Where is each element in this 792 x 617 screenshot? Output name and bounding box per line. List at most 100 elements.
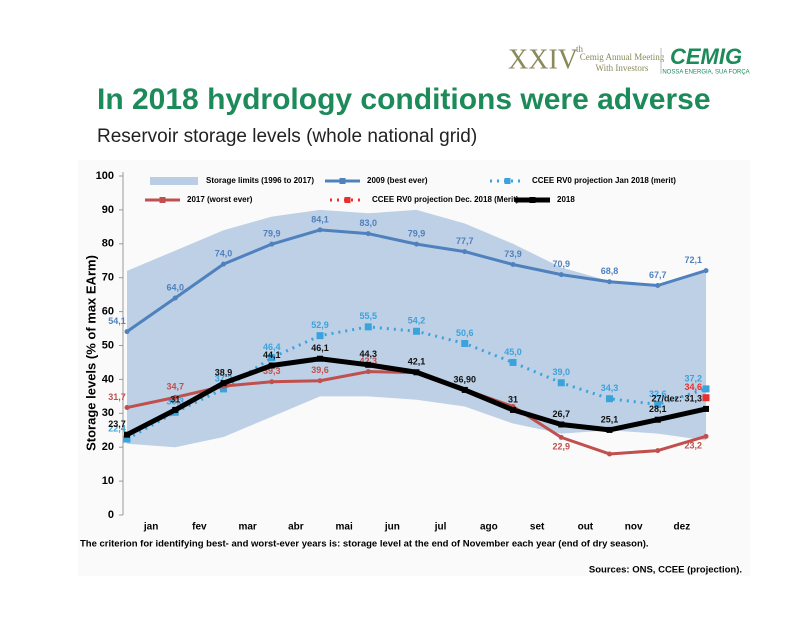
point — [220, 380, 227, 387]
value-label: 46,4 — [263, 342, 281, 352]
value-label: 70,9 — [552, 259, 570, 269]
value-label: 44,1 — [263, 350, 281, 360]
value-label: 32,6 — [649, 389, 667, 399]
y-tick-label: 40 — [102, 373, 114, 385]
value-label: 77,7 — [456, 236, 474, 246]
point — [268, 362, 275, 369]
point — [509, 358, 517, 366]
x-tick-label: mai — [336, 522, 353, 533]
value-label: 38,9 — [215, 368, 233, 378]
value-label: 83,0 — [359, 218, 377, 228]
point — [269, 379, 275, 385]
value-label: 39,0 — [552, 367, 570, 377]
point — [172, 394, 178, 400]
point — [317, 227, 323, 233]
value-label: 68,8 — [601, 266, 619, 276]
point — [606, 426, 613, 433]
legend-marker — [504, 178, 511, 184]
point — [607, 451, 612, 457]
legend-label: 2018 — [557, 195, 575, 204]
slogan: NOSSA ENERGIA, SUA FORÇA — [662, 70, 749, 76]
value-label: 46,1 — [311, 343, 329, 353]
event-line: Cemig Annual Meeting — [580, 52, 665, 62]
legend-label: 2009 (best ever) — [367, 176, 428, 185]
y-tick-label: 70 — [102, 272, 114, 284]
x-tick-label: set — [530, 522, 545, 533]
legend-label: CCEE RV0 projection Jan 2018 (merit) — [532, 176, 676, 185]
x-tick-label: fev — [192, 522, 207, 533]
point — [268, 354, 276, 362]
value-label: 25,1 — [601, 414, 619, 424]
legend-marker — [339, 178, 346, 184]
point — [414, 241, 419, 247]
x-tick-label: jul — [434, 522, 447, 533]
value-label: 84,1 — [311, 214, 329, 224]
value-label: 34,7 — [166, 382, 184, 392]
point — [317, 355, 323, 362]
point — [703, 433, 709, 439]
y-axis-label: Storage levels (% of max EArm) — [83, 255, 98, 451]
edition: XXIV — [508, 44, 578, 75]
subtitle: Reservoir storage levels (whole national… — [97, 126, 477, 147]
x-tick-label: nov — [625, 522, 643, 533]
value-label: 22,4 — [108, 423, 126, 433]
point — [123, 435, 131, 443]
footnote: The criterion for identifying best- and … — [80, 539, 649, 550]
value-label: 50,6 — [456, 328, 474, 338]
value-label: 64,0 — [166, 282, 184, 292]
y-tick-label: 10 — [102, 475, 114, 487]
x-tick-label: jan — [143, 522, 158, 533]
y-tick-label: 100 — [96, 170, 114, 182]
point — [365, 231, 371, 237]
value-label: 52,9 — [311, 320, 329, 330]
point — [316, 332, 324, 340]
source: Sources: ONS, CCEE (projection). — [589, 565, 742, 576]
point — [654, 400, 662, 408]
point — [703, 268, 709, 274]
point — [269, 241, 275, 247]
legend-marker — [159, 197, 166, 203]
value-label: 54,1 — [108, 316, 126, 326]
point — [124, 405, 130, 411]
y-tick-label: 90 — [102, 204, 114, 216]
value-label: 26,7 — [552, 409, 570, 419]
legend-label: CCEE RV0 projection Dec. 2018 (Merit) — [372, 195, 519, 204]
value-label: 34,6 — [684, 382, 702, 392]
value-label: 23,7 — [108, 419, 126, 429]
value-label: 22,9 — [552, 442, 570, 452]
event-line: With Investors — [596, 63, 649, 73]
point — [558, 421, 565, 428]
point — [654, 416, 661, 423]
point — [221, 261, 226, 267]
point — [655, 282, 661, 288]
y-tick-label: 80 — [102, 238, 114, 250]
value-label: 31,7 — [108, 392, 126, 402]
value-label: 67,7 — [649, 270, 667, 280]
point — [607, 279, 612, 285]
value-label: 79,9 — [263, 229, 281, 239]
point — [365, 361, 372, 368]
point — [413, 327, 420, 335]
value-label: 37,2 — [215, 373, 233, 383]
value-label: 39,6 — [311, 365, 329, 375]
value-label: 72,1 — [684, 255, 702, 265]
point — [461, 386, 468, 393]
point — [702, 394, 710, 402]
point — [558, 434, 564, 440]
y-tick-label: 30 — [102, 407, 114, 419]
point — [172, 295, 178, 301]
legend-swatch — [150, 177, 198, 185]
value-label: 39,3 — [263, 366, 281, 376]
point — [220, 385, 227, 393]
point — [703, 405, 709, 412]
y-tick-label: 0 — [108, 509, 114, 521]
value-label: 44,3 — [359, 349, 377, 359]
point — [172, 406, 179, 413]
x-tick-label: abr — [288, 522, 304, 533]
value-label: 54,2 — [408, 316, 426, 326]
point — [317, 378, 323, 384]
point — [557, 379, 565, 387]
point — [364, 323, 372, 331]
value-label: 23,2 — [684, 441, 702, 451]
